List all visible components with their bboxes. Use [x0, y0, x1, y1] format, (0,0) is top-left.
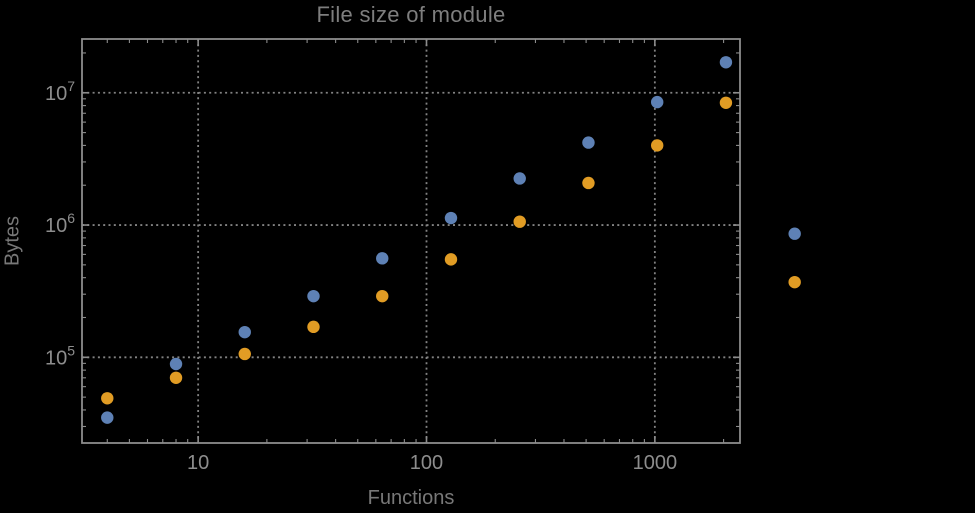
data-point-orange [582, 176, 595, 190]
y-axis-label: Bytes [1, 215, 24, 267]
data-point-blue [513, 172, 526, 185]
data-point-orange [650, 139, 664, 152]
data-point-orange [307, 320, 320, 334]
data-point-orange [513, 215, 526, 228]
data-point-orange [238, 347, 251, 361]
data-point-orange [376, 289, 389, 303]
data-point-blue [307, 289, 320, 303]
data-point-orange [444, 253, 458, 266]
data-point-blue [582, 136, 595, 149]
data-point-orange [719, 96, 733, 109]
data-point-blue [238, 325, 251, 339]
x-tick-label: 1000 [633, 452, 678, 474]
data-point-orange [169, 371, 183, 385]
chart-title: File size of module [316, 2, 506, 27]
data-point-blue [444, 211, 458, 225]
y-tick-label: 107 [45, 78, 75, 105]
data-point-blue [376, 252, 389, 265]
x-tick-label: 10 [187, 452, 209, 474]
data-point-blue [169, 357, 183, 371]
data-point-blue [788, 227, 801, 240]
x-tick-label: 100 [410, 452, 443, 474]
x-axis-label: Functions [367, 487, 455, 509]
plot-frame [81, 38, 741, 444]
y-tick-label: 106 [45, 210, 75, 237]
data-point-orange [101, 392, 114, 405]
data-point-orange [788, 275, 801, 289]
y-tick-label: 105 [45, 342, 75, 369]
data-point-blue [101, 411, 114, 424]
data-point-blue [650, 95, 664, 109]
data-point-blue [719, 56, 733, 69]
